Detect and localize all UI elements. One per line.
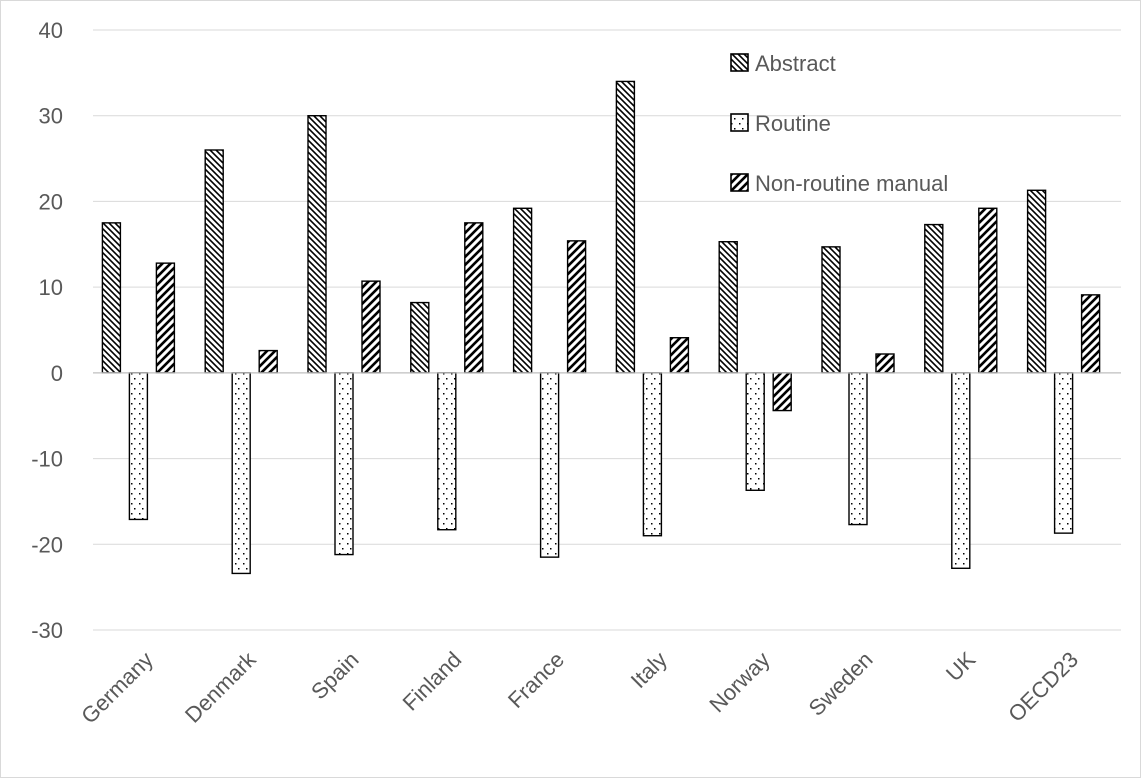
bar-routine-norway [745,372,765,491]
x-axis-category-labels: Germany Denmark Spain Finland France Italy Nor… [76,646,1083,728]
bar-non-routine-manual-spain [361,280,381,374]
bar-routine-germany [128,372,149,521]
y-tick-label: 30 [39,104,63,129]
bar-abstract-spain [307,115,327,374]
x-category-label: Norway [704,647,774,717]
legend-label: Routine [755,111,831,136]
bar-routine-france [539,372,560,558]
bar-abstract-oecd23 [1026,189,1047,374]
bar-routine-oecd23 [1053,372,1074,534]
bar-non-routine-manual-denmark [258,349,278,374]
x-category-label: Spain [306,647,363,704]
bar-abstract-italy [615,80,636,374]
x-category-label: Italy [626,647,672,693]
y-tick-label: -20 [31,532,63,557]
bars [101,80,1101,575]
bar-non-routine-manual-uk [978,207,998,374]
bar-abstract-finland [410,301,430,374]
bar-abstract-germany [101,222,122,374]
x-category-label: Finland [398,647,467,716]
y-tick-label: 0 [51,361,63,386]
y-tick-label: -10 [31,447,63,472]
legend-swatch [730,53,749,72]
legend-label: Abstract [755,51,836,76]
bar-abstract-sweden [821,246,841,374]
bar-routine-denmark [231,372,251,575]
x-category-label: OECD23 [1003,647,1083,727]
bar-routine-italy [642,372,663,537]
bar-non-routine-manual-norway [772,372,792,412]
bar-non-routine-manual-italy [669,337,690,374]
bar-non-routine-manual-germany [155,262,176,374]
x-category-label: UK [941,647,981,687]
gridlines [93,29,1121,631]
bar-abstract-uk [924,223,944,374]
y-axis-tick-labels: 40 30 20 10 0 -10 -20 -30 [31,18,63,643]
bar-routine-spain [334,372,354,556]
legend-swatch [730,173,749,192]
bar-routine-uk [951,372,971,569]
y-tick-label: -30 [31,618,63,643]
x-category-label: Sweden [804,647,878,721]
legend: Abstract Routine Non-routine manual [730,51,948,196]
y-tick-label: 40 [39,18,63,43]
bar-non-routine-manual-oecd23 [1080,294,1101,374]
x-category-label: France [503,647,569,713]
bar-routine-sweden [848,372,868,526]
x-category-label: Germany [76,647,158,729]
x-category-label: Denmark [180,646,261,727]
y-tick-label: 10 [39,275,63,300]
bar-abstract-france [512,207,533,374]
bar-abstract-norway [718,241,738,374]
bar-non-routine-manual-sweden [875,353,895,374]
bar-routine-finland [437,372,457,531]
legend-swatch [730,113,749,132]
y-tick-label: 20 [39,189,63,214]
bar-non-routine-manual-france [566,240,587,374]
legend-label: Non-routine manual [755,171,948,196]
bar-abstract-denmark [204,149,224,374]
bar-non-routine-manual-finland [464,222,484,374]
